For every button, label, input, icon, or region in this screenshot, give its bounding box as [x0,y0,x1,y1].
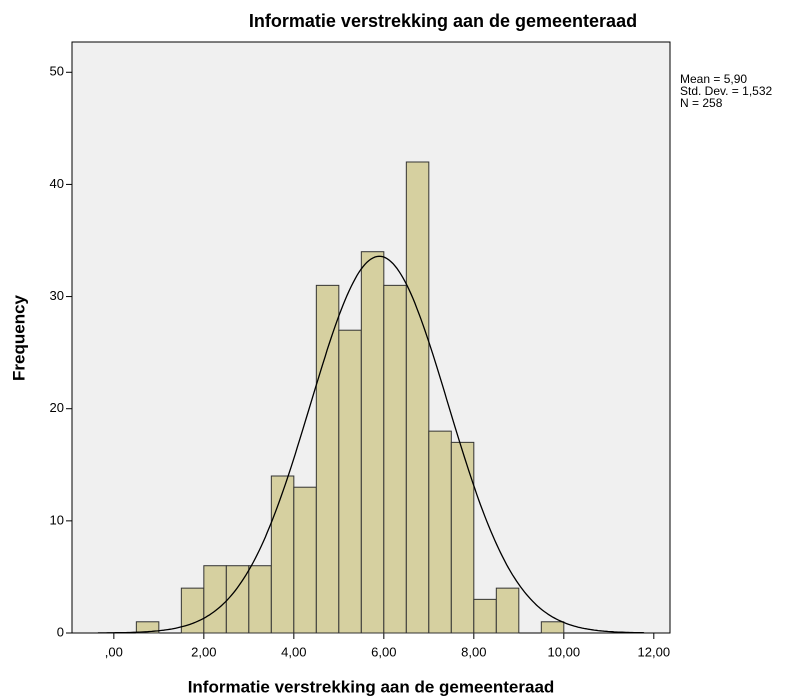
bar [495,587,520,634]
bar [540,621,565,634]
x-tick-label: 4,00 [281,644,306,659]
bar [383,284,407,634]
y-tick-label: 50 [50,64,64,79]
y-tick-label: 40 [50,176,64,191]
normal-curve [97,255,645,634]
chart-title: Informatie verstrekking aan de gemeenter… [249,11,637,31]
x-tick-label: 6,00 [371,644,396,659]
bar [473,598,497,634]
bar [135,621,160,634]
y-tick-label: 10 [50,512,64,527]
y-tick-label: 0 [57,624,64,639]
stat-sd: Std. Dev. = 1,532 [680,84,772,98]
bar [450,441,475,634]
bar [315,284,340,634]
x-tick-label: 2,00 [191,644,216,659]
bar [360,251,385,634]
bar [248,565,272,634]
bar [428,430,452,634]
y-tick-label: 30 [50,288,64,303]
x-tick-label: ,00 [105,644,123,659]
stat-mean: Mean = 5,90 [680,72,747,86]
y-axis-label: Frequency [9,294,28,381]
bar [203,565,227,634]
stat-n: N = 258 [680,96,723,110]
x-tick-label: 8,00 [461,644,486,659]
bar [270,475,295,634]
bar [338,329,362,634]
x-axis-label: Informatie verstrekking aan de gemeenter… [188,677,555,696]
bar [293,486,317,634]
bar [405,161,430,634]
y-tick-label: 20 [50,400,64,415]
x-tick-label: 12,00 [638,644,671,659]
x-tick-label: 10,00 [548,644,581,659]
